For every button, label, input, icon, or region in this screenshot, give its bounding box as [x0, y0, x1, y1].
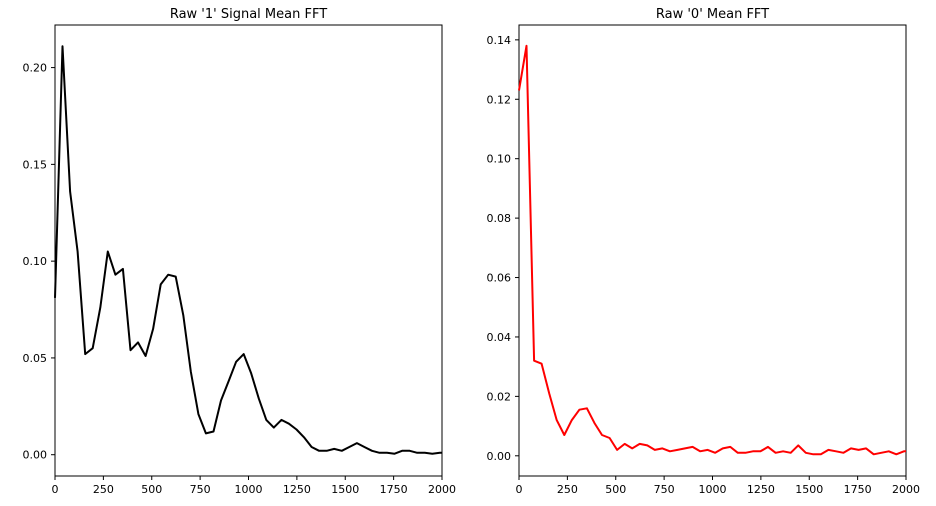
- x-tick-label: 1250: [747, 483, 775, 496]
- x-tick-label: 1500: [795, 483, 823, 496]
- y-axis: 0.00 0.02 0.04 0.06 0.08 0.10 0.12 0.14: [487, 34, 519, 463]
- x-tick-label: 250: [93, 483, 114, 496]
- chart-title: Raw '0' Mean FFT: [656, 7, 769, 22]
- y-tick-label: 0.14: [487, 34, 512, 47]
- x-tick-label: 750: [190, 483, 211, 496]
- y-tick-label: 0.20: [23, 62, 48, 75]
- plot-frame: [54, 24, 443, 477]
- y-tick-label: 0.00: [23, 449, 48, 462]
- plot-frame: [518, 24, 907, 477]
- y-tick-label: 0.10: [23, 255, 48, 268]
- x-tick-label: 1500: [331, 483, 359, 496]
- y-tick-label: 0.02: [487, 390, 512, 403]
- x-tick-label: 750: [654, 483, 675, 496]
- y-tick-label: 0.15: [23, 158, 48, 171]
- x-tick-label: 500: [605, 483, 626, 496]
- y-tick-label: 0.04: [487, 331, 512, 344]
- y-tick-label: 0.05: [23, 352, 48, 365]
- x-tick-label: 250: [557, 483, 578, 496]
- y-axis: 0.00 0.05 0.10 0.15 0.20: [23, 62, 55, 462]
- x-tick-label: 500: [141, 483, 162, 496]
- x-tick-label: 0: [52, 483, 59, 496]
- series-line: [54, 45, 442, 455]
- y-tick-label: 0.06: [487, 272, 512, 285]
- x-tick-label: 1750: [844, 483, 872, 496]
- x-tick-label: 1750: [380, 483, 408, 496]
- y-tick-label: 0.00: [487, 450, 512, 463]
- x-tick-label: 1000: [699, 483, 727, 496]
- chart-panel-signal-0: Raw '0' Mean FFT 0 250 500 750 1000 1250 1500 1…: [487, 7, 921, 496]
- y-tick-label: 0.10: [487, 153, 512, 166]
- chart-title: Raw '1' Signal Mean FFT: [170, 7, 327, 22]
- x-tick-label: 2000: [892, 483, 920, 496]
- x-tick-label: 2000: [428, 483, 456, 496]
- x-axis: 0 250 500 750 1000 1250 1500 1750 2000: [516, 476, 920, 496]
- x-tick-label: 1250: [283, 483, 311, 496]
- x-axis: 0 250 500 750 1000 1250 1500 1750 2000: [52, 476, 456, 496]
- y-tick-label: 0.08: [487, 212, 512, 225]
- series-line: [518, 44, 906, 456]
- x-tick-label: 1000: [235, 483, 263, 496]
- y-tick-label: 0.12: [487, 93, 512, 106]
- x-tick-label: 0: [516, 483, 523, 496]
- chart-panel-signal-1: Raw '1' Signal Mean FFT 0 250 500 750 1000 12…: [23, 7, 457, 496]
